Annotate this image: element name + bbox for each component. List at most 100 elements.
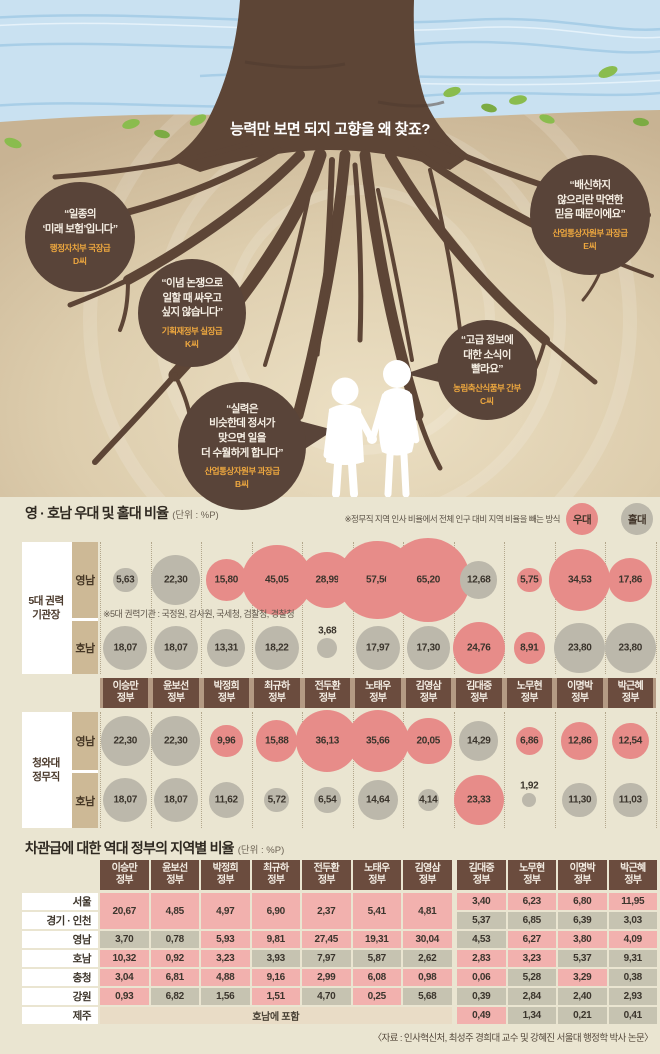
bubble-value: 11,30 — [568, 794, 592, 806]
table-row-label: 제주 — [22, 1007, 98, 1024]
bubble-value: 28,99 — [315, 574, 340, 586]
bubble-value: 6,86 — [520, 735, 539, 747]
government-suffix: 정부 — [523, 875, 541, 886]
data-bubble — [256, 720, 298, 762]
power-agencies-note: ※5대 권력기관 : 국정원, 감사원, 국세청, 검찰청, 경찰청 — [103, 609, 295, 619]
quote-text: “이념 논쟁으로 일할 때 싸우고 싶지 않습니다” — [161, 276, 223, 319]
table-cell: 3,93 — [251, 950, 300, 967]
government-suffix: 정부 — [268, 693, 286, 704]
table-cell: 3,29 — [558, 969, 607, 986]
government-name: 노무현 — [516, 680, 543, 692]
data-bubble — [264, 787, 290, 813]
data-bubble — [151, 555, 201, 605]
government-band-cell: 박정희 정부 — [203, 678, 249, 708]
legend-slight: 홀대 — [621, 503, 653, 535]
table-cell: 6,08 — [352, 969, 401, 986]
data-bubble — [612, 782, 648, 818]
column-separator — [302, 712, 303, 828]
data-bubble — [417, 789, 439, 811]
column-separator — [655, 542, 657, 674]
table-cell: 4,70 — [302, 988, 351, 1005]
data-bubble — [406, 626, 450, 670]
data-bubble — [112, 567, 138, 593]
bubble-value: 12,54 — [618, 735, 643, 747]
government-suffix: 정부 — [418, 875, 437, 886]
government-name: 최규하 — [264, 680, 290, 692]
table-cell: 4,09 — [608, 931, 657, 948]
source-note: 〈자료 : 인사혁신처, 최성주 경희대 교수 및 강혜진 서울대 행정학 박사… — [372, 1033, 654, 1044]
data-bubble — [317, 638, 338, 658]
group-label: 5대 권력 기관장 — [22, 542, 70, 674]
government-suffix: 정부 — [520, 693, 539, 704]
bubble-value: 22,30 — [163, 574, 188, 586]
table-title: 차관급에 대한 역대 정부의 지역별 비율 (단위 : %P) — [25, 838, 284, 858]
data-bubble — [604, 622, 656, 674]
data-bubble — [357, 780, 398, 820]
table-row-label: 영남 — [22, 931, 98, 948]
row-label: 호남 — [72, 621, 98, 674]
speech-bubble-b: “실력은 비슷한데 정서가 맞으면 일을 더 수월하게 합니다” 산업통상자원부… — [178, 382, 306, 510]
jeju-merged-note: 호남에 포함 — [100, 1007, 452, 1024]
government-band-cell: 노무현 정부 — [506, 678, 552, 708]
table-cell: 5,37 — [558, 950, 607, 967]
column-separator — [554, 542, 556, 674]
government-name: 김영삼 — [414, 862, 441, 874]
table-cell: 3,70 — [100, 931, 149, 948]
table-cell: 0,39 — [457, 988, 506, 1005]
bubble-value: 18,07 — [113, 794, 138, 806]
quote-text: “일종의 ‘미래 보험’입니다” — [42, 208, 118, 235]
government-name: 최규하 — [263, 862, 289, 874]
bubble-value: 22,30 — [113, 735, 138, 747]
data-bubble — [515, 727, 543, 755]
bubble-value: 57,56 — [365, 574, 390, 586]
table-cell: 0,92 — [150, 950, 199, 967]
data-bubble — [205, 559, 247, 601]
quote-org: 기획재정부 실장급 — [161, 326, 223, 337]
data-bubble — [554, 622, 606, 674]
bubble-value: 1,92 — [520, 780, 539, 792]
data-bubble — [208, 782, 244, 818]
bubble-value: 15,80 — [214, 574, 239, 586]
table-header-cell: 최규하 정부 — [251, 860, 300, 890]
government-name: 노무현 — [519, 862, 545, 874]
column-separator — [302, 542, 303, 674]
government-name: 김대중 — [466, 680, 492, 692]
data-bubble — [608, 558, 653, 602]
government-suffix: 정부 — [419, 693, 438, 704]
government-name: 김대중 — [468, 862, 495, 874]
data-bubble — [453, 774, 504, 826]
quote-text: “배신하지 않으리란 막연한 믿음 때문이에요” — [554, 178, 626, 221]
data-bubble — [459, 721, 499, 761]
table-cell-merged: 2,37 — [302, 893, 351, 929]
table-cell: 3,80 — [558, 931, 607, 948]
table-cell: 6,82 — [150, 988, 199, 1005]
column-separator — [352, 712, 354, 828]
table-cell: 6,81 — [150, 969, 199, 986]
data-bubble — [460, 561, 498, 599]
table-cell: 27,45 — [302, 931, 351, 948]
government-name: 박정희 — [213, 680, 240, 692]
table-cell: 6,80 — [558, 893, 607, 910]
government-suffix: 정부 — [166, 875, 184, 886]
people-holding-hands — [323, 360, 420, 497]
government-suffix: 정부 — [571, 693, 589, 704]
government-name: 이승만 — [111, 862, 138, 874]
table-cell-merged: 20,67 — [100, 893, 149, 929]
bubble-value: 5,63 — [116, 574, 135, 586]
data-bubble — [254, 625, 299, 671]
quote-org: 행정자치부 국장급 — [49, 242, 111, 253]
column-separator — [150, 542, 152, 674]
bubble-value: 20,05 — [416, 735, 441, 747]
government-name: 윤보선 — [162, 862, 188, 874]
data-bubble — [209, 724, 243, 758]
quote-person: D씨 — [73, 255, 87, 266]
quote-person: K씨 — [185, 339, 199, 350]
government-suffix: 정부 — [217, 693, 236, 704]
table-cell: 6,85 — [507, 912, 556, 929]
government-suffix: 정부 — [470, 693, 488, 704]
table-cell: 2,62 — [403, 950, 452, 967]
bubble-value: 65,20 — [416, 574, 441, 586]
quote-text: “고급 정보에 대한 소식이 빨라요” — [460, 333, 514, 376]
table-cell: 0,38 — [608, 969, 657, 986]
